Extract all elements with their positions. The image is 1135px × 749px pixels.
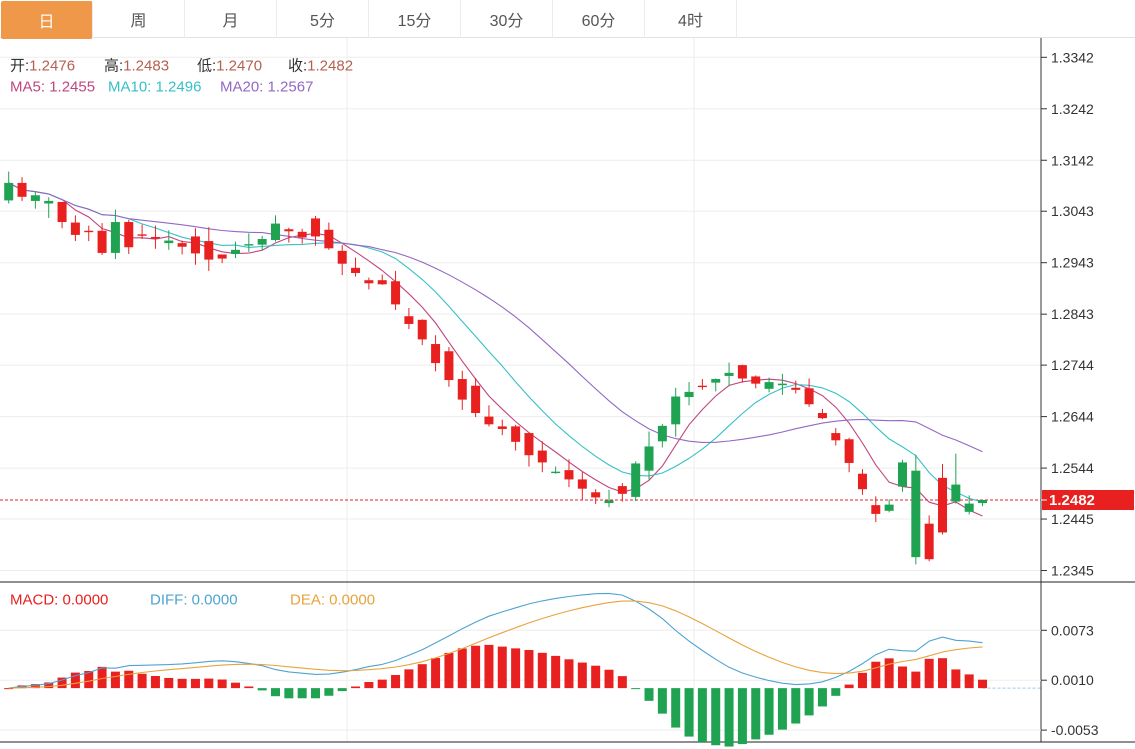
svg-text:MACD: 0.0000: MACD: 0.0000 <box>10 592 108 609</box>
svg-text:0.0010: 0.0010 <box>1051 672 1094 688</box>
svg-text:低:1.2470: 低:1.2470 <box>197 58 262 75</box>
svg-text:1.3342: 1.3342 <box>1051 49 1094 65</box>
svg-text:1.2943: 1.2943 <box>1051 255 1094 271</box>
svg-text:1.2345: 1.2345 <box>1051 563 1094 579</box>
svg-text:1.3142: 1.3142 <box>1051 152 1094 168</box>
svg-text:MA5: 1.2455: MA5: 1.2455 <box>10 79 95 96</box>
svg-text:DEA: 0.0000: DEA: 0.0000 <box>290 592 375 609</box>
svg-text:1.2544: 1.2544 <box>1051 460 1094 476</box>
svg-text:0.0073: 0.0073 <box>1051 622 1094 638</box>
svg-text:1.2744: 1.2744 <box>1051 357 1094 373</box>
svg-text:1.2482: 1.2482 <box>1049 492 1095 509</box>
svg-text:高:1.2483: 高:1.2483 <box>104 58 169 75</box>
svg-text:1.2644: 1.2644 <box>1051 409 1094 425</box>
svg-text:1.3043: 1.3043 <box>1051 203 1094 219</box>
svg-text:收:1.2482: 收:1.2482 <box>288 58 353 75</box>
svg-text:DIFF: 0.0000: DIFF: 0.0000 <box>150 592 238 609</box>
svg-text:-0.0053: -0.0053 <box>1051 722 1099 738</box>
svg-text:MA10: 1.2496: MA10: 1.2496 <box>108 79 201 96</box>
svg-text:1.2445: 1.2445 <box>1051 511 1094 527</box>
svg-text:开:1.2476: 开:1.2476 <box>10 58 75 75</box>
svg-text:MA20: 1.2567: MA20: 1.2567 <box>220 79 313 96</box>
svg-text:1.2843: 1.2843 <box>1051 306 1094 322</box>
svg-text:1.3242: 1.3242 <box>1051 101 1094 117</box>
